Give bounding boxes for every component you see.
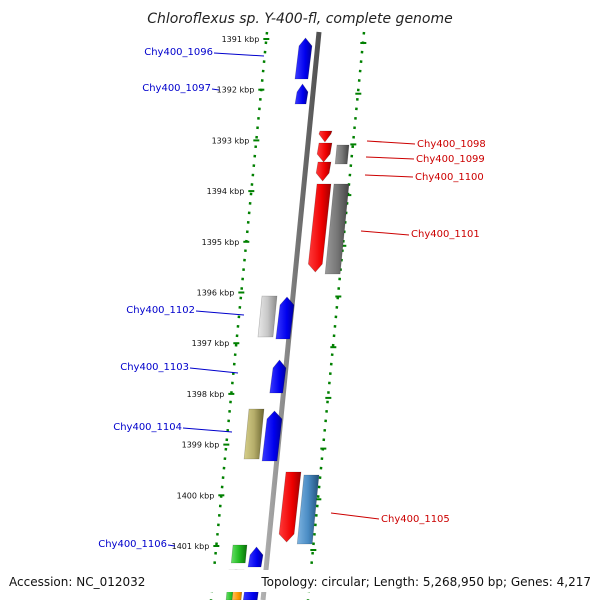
ruler-tick-label: 1394 kbp [207, 187, 245, 196]
gene-label-chy400-1100[interactable]: Chy400_1100 [415, 172, 484, 183]
gene-arrow-chy400-1100 [315, 161, 332, 182]
gene-label-chy400-1098[interactable]: Chy400_1098 [417, 139, 486, 150]
map-title: Chloroflexus sp. Y-400-fl, complete geno… [147, 11, 453, 27]
label-leader-line [189, 367, 239, 374]
gray-block [257, 295, 278, 338]
gene-label-chy400-1105[interactable]: Chy400_1105 [381, 514, 450, 525]
gene-arrow-chy400-1104 [261, 410, 283, 462]
gene-label-chy400-1103[interactable]: Chy400_1103 [120, 362, 189, 373]
ruler-tick-label: 1391 kbp [222, 35, 260, 44]
label-leader-line [167, 544, 176, 547]
ruler-group [209, 31, 366, 600]
label-leader-line [360, 230, 410, 236]
gene-label-chy400-1099[interactable]: Chy400_1099 [416, 154, 485, 165]
ruler-tick-label: 1401 kbp [172, 542, 210, 551]
label-leader-line [365, 156, 415, 160]
gene-arrow-chy400-1097 [294, 83, 309, 105]
label-leader-line [213, 52, 265, 57]
gray-block [334, 144, 350, 165]
gray-block [324, 183, 350, 275]
ruler-tick-label: 1396 kbp [197, 289, 235, 298]
tick-label-group: 1391 kbp 1392 kbp 1393 kbp 1394 kbp 1395 kbp… [172, 35, 367, 551]
gene-arrow-chy400-1101 [308, 183, 332, 273]
genome-summary-text: Topology: circular; Length: 5,268,950 bp… [260, 575, 591, 589]
label-leader-line [182, 427, 233, 433]
accession-text: Accession: NC_012032 [9, 575, 145, 589]
label-leader-line [366, 140, 416, 145]
gene-label-chy400-1102[interactable]: Chy400_1102 [126, 305, 195, 316]
ruler-tick-label: 1399 kbp [182, 441, 220, 450]
steelblue-block [296, 474, 320, 545]
right-ruler-line [306, 31, 366, 600]
green-block [230, 544, 248, 564]
gene-label-chy400-1101[interactable]: Chy400_1101 [411, 229, 480, 240]
feature-group [225, 37, 350, 600]
gene-arrow-chy400-1096 [294, 37, 313, 80]
gene-arrow-chy400-1098 [318, 130, 333, 143]
label-leader-line [211, 88, 220, 91]
label-leader-line [195, 310, 245, 316]
olive-block [243, 408, 265, 460]
gene-arrow-chy400-1105 [278, 471, 302, 543]
gene-label-chy400-1097[interactable]: Chy400_1097 [142, 83, 211, 94]
gene-label-chy400-1104[interactable]: Chy400_1104 [113, 422, 182, 433]
ruler-tick-label: 1397 kbp [192, 339, 230, 348]
label-leader-line [330, 512, 380, 520]
gene-label-chy400-1106[interactable]: Chy400_1106 [98, 539, 167, 550]
left-ruler-line [209, 31, 269, 600]
gene-arrow-chy400-1103 [269, 359, 287, 394]
ruler-tick-label: 1392 kbp [217, 86, 255, 95]
gene-label-chy400-1096[interactable]: Chy400_1096 [144, 47, 213, 58]
ruler-tick-label: 1393 kbp [212, 136, 250, 145]
ruler-tick-label: 1398 kbp [187, 390, 225, 399]
gene-label-group: Chy400_1096 Chy400_1097 Chy400_1098 Chy400_… [98, 47, 486, 550]
label-leader-line [364, 174, 414, 178]
ruler-tick-label: 1400 kbp [177, 491, 215, 500]
footer-background [0, 570, 600, 592]
ruler-tick-label: 1395 kbp [202, 238, 240, 247]
gene-arrow-chy400-1099 [316, 142, 333, 163]
gene-arrow-chy400-1106 [247, 546, 264, 568]
gene-arrow-chy400-1102 [275, 296, 295, 340]
